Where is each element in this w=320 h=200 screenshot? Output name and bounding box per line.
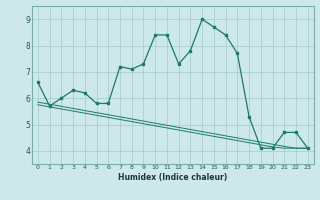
- X-axis label: Humidex (Indice chaleur): Humidex (Indice chaleur): [118, 173, 228, 182]
